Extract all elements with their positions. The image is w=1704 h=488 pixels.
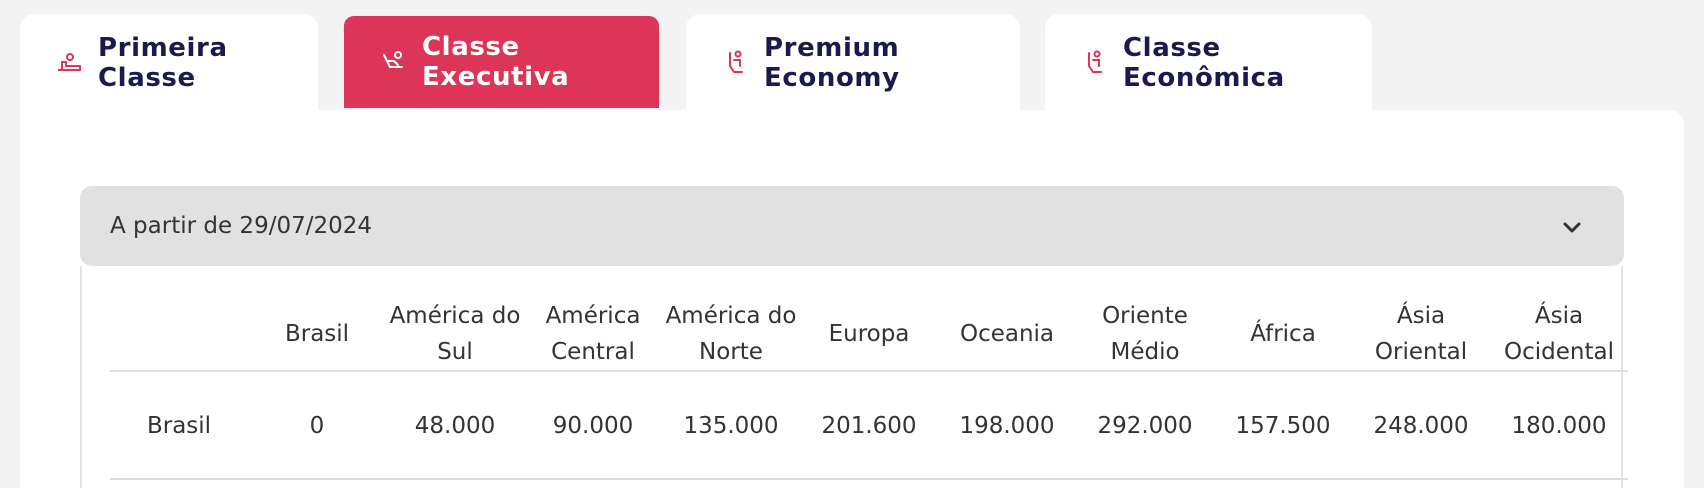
tab-label: Premium Economy — [764, 33, 900, 93]
tab-label: Primeira Classe — [98, 33, 228, 93]
column-header — [110, 295, 248, 373]
table-header-row: Brasil América do Sul América Central Am… — [110, 295, 1628, 373]
tab-label: Classe Econômica — [1123, 33, 1285, 93]
table-cell: 180.000 — [1511, 413, 1607, 439]
tab-label: Classe Executiva — [422, 32, 570, 92]
miles-table — [80, 266, 1623, 488]
table-row: Brasil 0 48.000 90.000 135.000 201.600 1… — [110, 372, 1628, 480]
tab-primeira-classe[interactable]: Primeira Classe — [20, 14, 318, 112]
column-header: Brasil — [284, 321, 350, 347]
row-label: Brasil — [146, 413, 212, 439]
column-header: América Central — [545, 303, 641, 365]
tab-classe-economica[interactable]: Classe Econômica — [1045, 14, 1372, 112]
seat-upright-icon — [720, 48, 750, 78]
table-cell: 198.000 — [959, 413, 1055, 439]
table-cell: 157.500 — [1235, 413, 1331, 439]
tab-panel — [20, 110, 1684, 488]
accordion-title: A partir de 29/07/2024 — [110, 213, 372, 239]
column-header: Europa — [828, 321, 910, 347]
row-divider — [110, 370, 1628, 372]
table-cell: 90.000 — [552, 413, 634, 439]
seat-upright-icon — [1079, 48, 1109, 78]
table-cell: 201.600 — [821, 413, 917, 439]
column-header: Oceania — [959, 321, 1055, 347]
column-header: Ásia Ocidental — [1504, 303, 1614, 365]
seat-flat-icon — [54, 48, 84, 78]
column-header: Ásia Oriental — [1374, 303, 1468, 365]
chevron-down-icon[interactable] — [1560, 216, 1584, 240]
table-cell: 135.000 — [683, 413, 779, 439]
column-header: América do Sul — [389, 303, 521, 365]
column-header: Oriente Médio — [1102, 303, 1188, 365]
seat-recline-icon — [378, 47, 408, 77]
table-cell: 292.000 — [1097, 413, 1193, 439]
accordion-header[interactable]: A partir de 29/07/2024 — [80, 186, 1624, 266]
class-tabs: Primeira Classe Classe Executiva Premium… — [0, 0, 1704, 112]
table-cell: 48.000 — [414, 413, 496, 439]
tab-premium-economy[interactable]: Premium Economy — [686, 14, 1020, 112]
table-cell: 0 — [309, 413, 325, 439]
row-divider — [110, 478, 1628, 480]
table-cell: 248.000 — [1373, 413, 1469, 439]
column-header: África — [1250, 321, 1316, 347]
column-header: América do Norte — [665, 303, 797, 365]
tab-classe-executiva[interactable]: Classe Executiva — [344, 16, 659, 108]
